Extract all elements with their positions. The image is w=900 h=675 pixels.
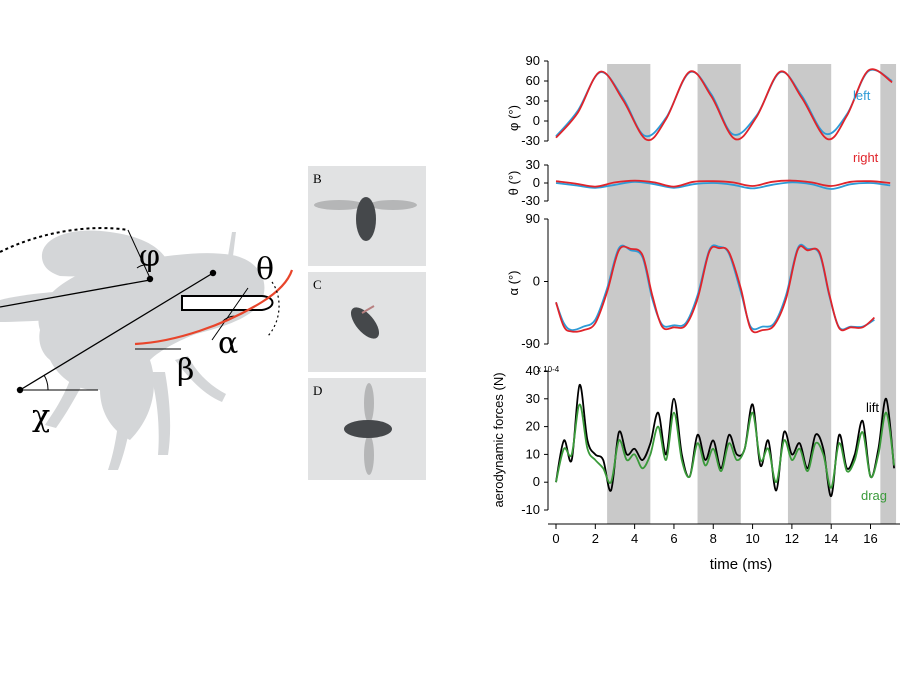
photo-panels: B C D	[308, 166, 426, 480]
photo-panel-d: D	[308, 378, 426, 480]
antenna	[228, 232, 236, 256]
shaded-interval	[607, 64, 651, 524]
phi-leader-line	[127, 229, 151, 279]
x-axis-label: time (ms)	[710, 556, 773, 573]
y-tick-label: 0	[533, 113, 540, 128]
photo-d-insect	[344, 420, 392, 438]
x-tick-label: 4	[631, 531, 638, 546]
y-tick-label: -90	[521, 336, 540, 351]
series-line-right	[555, 68, 893, 142]
force-panel-ylabel: aerodynamic forces (N)	[491, 372, 506, 507]
legend-left: left	[853, 88, 871, 103]
panel-0: 90 60 30 0 -30	[521, 53, 893, 148]
leg-3	[175, 356, 226, 402]
wing-axis-line	[0, 279, 151, 308]
alpha-ref-line	[211, 287, 249, 341]
leg-4	[45, 380, 82, 428]
chi-angle-arc	[43, 374, 49, 391]
x-tick-label: 0	[552, 531, 559, 546]
y-tick-label: 90	[526, 53, 540, 68]
force-panel-unit: x 10-4	[537, 365, 560, 374]
shaded-interval	[787, 64, 832, 524]
photo-b-right-wing	[369, 200, 417, 210]
photo-panel-c: C	[308, 272, 426, 372]
y-tick-label: 0	[533, 474, 540, 489]
x-tick-label: 10	[745, 531, 759, 546]
photo-b-left-wing	[314, 200, 364, 210]
time-series-chart: 90 60 30 0 -30 30 0 -30 90 0 -90 40 30 20 10 0 -10 0 2 4 6 8…	[491, 53, 900, 573]
y-tick-label: 0	[533, 175, 540, 190]
alpha-panel-ylabel: α (°)	[506, 271, 521, 296]
legend-lift: lift	[866, 400, 879, 415]
photo-b-insect	[356, 197, 376, 241]
y-tick-label: 30	[526, 157, 540, 172]
photo-d-lower-wing	[364, 435, 374, 475]
panel-1: 30 0 -30	[521, 157, 891, 208]
y-tick-label: 10	[526, 446, 540, 461]
phi-angle-arc	[136, 264, 147, 269]
red-stroke-path	[134, 269, 294, 346]
wing-hinge-dot	[146, 275, 154, 283]
panel-2: 90 0 -90	[521, 211, 876, 351]
photo-d-upper-wing	[364, 383, 374, 423]
photo-panel-b: B	[308, 166, 426, 266]
beta-label: β	[177, 353, 194, 388]
plot-panels: 90 60 30 0 -30 30 0 -30 90 0 -90 40 30 20 10 0 -10	[521, 53, 895, 517]
x-tick-label: 2	[592, 531, 599, 546]
y-tick-label: 60	[526, 73, 540, 88]
y-tick-label: -30	[521, 133, 540, 148]
chi-label: χ	[32, 399, 50, 434]
series-line-left	[555, 180, 891, 190]
phi-label: φ	[139, 239, 160, 274]
chi-vertex-dot	[16, 386, 24, 394]
y-tick-label: 0	[533, 274, 540, 289]
series-line-lift	[555, 383, 895, 498]
phi-panel-ylabel: φ (°)	[506, 105, 521, 131]
legend-drag: drag	[861, 488, 887, 503]
y-tick-label: 30	[526, 391, 540, 406]
theta-panel-ylabel: θ (°)	[506, 171, 521, 196]
series-line-right	[555, 179, 891, 188]
photo-c-insect	[350, 307, 380, 339]
x-tick-label: 6	[670, 531, 677, 546]
theta-label: θ	[256, 252, 274, 287]
photo-c-letter: C	[313, 277, 322, 292]
panel-3: 40 30 20 10 0 -10	[521, 363, 895, 517]
photo-b-letter: B	[313, 171, 322, 186]
body-axis-line	[19, 272, 214, 391]
head-dot	[209, 269, 217, 277]
x-tick-label: 8	[710, 531, 717, 546]
y-tick-label: 20	[526, 419, 540, 434]
leg-1	[108, 390, 135, 470]
y-tick-label: 40	[526, 363, 540, 378]
y-tick-label: 90	[526, 211, 540, 226]
x-tick-label: 14	[824, 531, 838, 546]
leg-2	[150, 372, 171, 455]
photo-d-letter: D	[313, 383, 322, 398]
y-tick-label: 30	[526, 93, 540, 108]
wing-section	[181, 295, 274, 311]
y-tick-label: -30	[521, 193, 540, 208]
legend-right: right	[853, 150, 879, 165]
x-tick-label: 16	[863, 531, 877, 546]
alpha-label: α	[218, 326, 238, 361]
x-tick-label: 12	[785, 531, 799, 546]
photo-c-wing	[361, 305, 375, 314]
series-line-drag	[555, 403, 895, 489]
series-line-right	[555, 245, 876, 334]
stroke-arc	[0, 227, 129, 253]
time-axis: 0 2 4 6 8 10 12 14 16	[548, 523, 900, 546]
insect-diagram: φ θ α β χ	[0, 227, 294, 470]
y-tick-label: -10	[521, 502, 540, 517]
